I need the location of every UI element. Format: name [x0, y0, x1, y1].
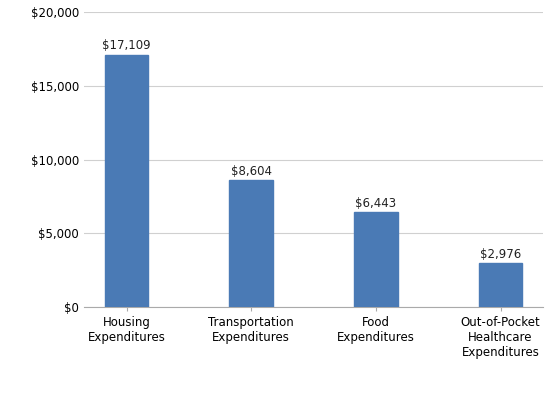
- Bar: [105, 54, 148, 307]
- Text: $6,443: $6,443: [356, 197, 396, 210]
- Bar: [354, 212, 398, 307]
- Bar: [479, 263, 522, 307]
- Text: $17,109: $17,109: [102, 39, 151, 52]
- Text: $2,976: $2,976: [480, 248, 521, 261]
- Bar: [230, 180, 273, 307]
- Text: $8,604: $8,604: [231, 165, 272, 178]
